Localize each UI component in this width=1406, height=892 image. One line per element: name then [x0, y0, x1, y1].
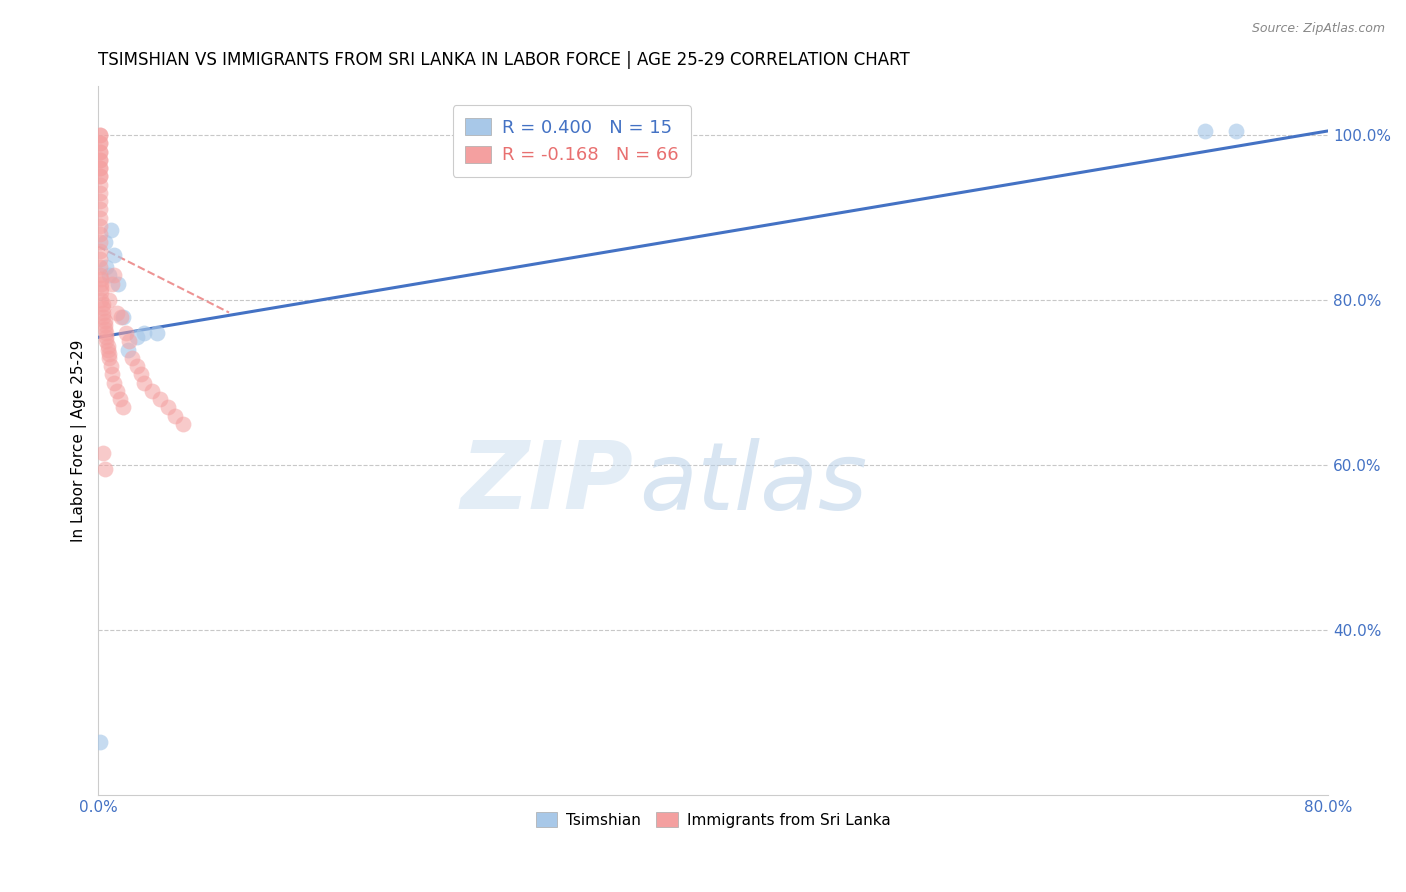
Point [89, 260, 111, 274]
Point [89, 161, 111, 175]
Point [97, 338, 120, 352]
Point [89, 136, 111, 151]
Point [91, 297, 114, 311]
Point [90, 272, 112, 286]
Point [105, 384, 128, 398]
Point [89, 227, 111, 241]
Point [90, 293, 112, 307]
Point [172, 417, 194, 431]
Point [89, 268, 111, 283]
Point [93, 462, 115, 476]
Point [117, 343, 139, 357]
Point [89, 161, 111, 175]
Point [125, 359, 148, 373]
Point [134, 376, 156, 390]
Point [94, 260, 117, 274]
Point [93, 235, 115, 250]
Point [89, 169, 111, 184]
Point [149, 392, 172, 407]
Point [156, 401, 179, 415]
Point [89, 244, 111, 258]
Point [121, 351, 143, 365]
Point [1225, 124, 1247, 138]
Point [89, 235, 111, 250]
Point [141, 384, 163, 398]
Point [1194, 124, 1216, 138]
Text: Source: ZipAtlas.com: Source: ZipAtlas.com [1251, 22, 1385, 36]
Point [89, 186, 111, 200]
Point [134, 326, 156, 340]
Point [89, 153, 111, 167]
Point [91, 305, 114, 319]
Point [101, 368, 124, 382]
Legend: Tsimshian, Immigrants from Sri Lanka: Tsimshian, Immigrants from Sri Lanka [530, 806, 897, 834]
Point [131, 368, 153, 382]
Point [90, 285, 112, 299]
Point [94, 326, 117, 340]
Point [90, 277, 112, 291]
Point [89, 178, 111, 192]
Point [91, 310, 114, 324]
Point [91, 446, 114, 460]
Point [89, 145, 111, 159]
Point [89, 211, 111, 225]
Point [89, 194, 111, 208]
Point [89, 145, 111, 159]
Point [100, 223, 122, 237]
Point [93, 318, 115, 332]
Point [145, 326, 167, 340]
Text: TSIMSHIAN VS IMMIGRANTS FROM SRI LANKA IN LABOR FORCE | AGE 25-29 CORRELATION CH: TSIMSHIAN VS IMMIGRANTS FROM SRI LANKA I… [98, 51, 910, 69]
Point [118, 334, 141, 349]
Point [165, 409, 187, 423]
Point [101, 277, 124, 291]
Y-axis label: In Labor Force | Age 25-29: In Labor Force | Age 25-29 [72, 339, 87, 541]
Point [89, 153, 111, 167]
Point [105, 305, 128, 319]
Point [103, 376, 125, 390]
Point [89, 219, 111, 233]
Point [111, 401, 134, 415]
Point [98, 347, 121, 361]
Point [89, 202, 111, 217]
Point [89, 128, 111, 142]
Point [103, 248, 125, 262]
Point [89, 128, 111, 142]
Point [108, 392, 131, 407]
Point [100, 359, 122, 373]
Text: ZIP: ZIP [460, 437, 633, 529]
Point [93, 314, 115, 328]
Point [103, 268, 125, 283]
Point [93, 322, 115, 336]
Point [94, 330, 117, 344]
Point [107, 277, 129, 291]
Text: atlas: atlas [640, 438, 868, 529]
Point [89, 252, 111, 266]
Point [91, 301, 114, 316]
Point [89, 136, 111, 151]
Point [110, 310, 132, 324]
Point [98, 351, 121, 365]
Point [97, 343, 120, 357]
Point [98, 293, 121, 307]
Point [94, 334, 117, 349]
Point [125, 330, 148, 344]
Point [90, 281, 112, 295]
Point [89, 169, 111, 184]
Point [115, 326, 138, 340]
Point [98, 268, 121, 283]
Point [89, 735, 111, 749]
Point [111, 310, 134, 324]
